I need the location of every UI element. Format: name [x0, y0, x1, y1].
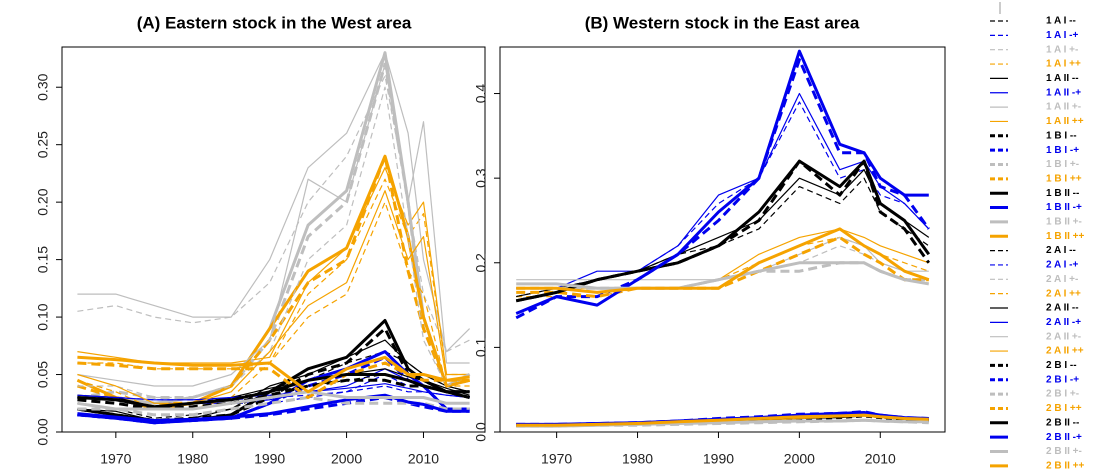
- legend-label: 2 B I ++: [1046, 403, 1082, 414]
- series-line: [516, 261, 930, 290]
- series-line: [516, 227, 930, 294]
- x-tick-label: 2010: [408, 451, 439, 467]
- y-tick-label: 0.20: [35, 188, 51, 215]
- y-tick-label: 0.0: [473, 422, 489, 442]
- legend-label: 1 A I --: [1046, 16, 1076, 27]
- x-tick-label: 1980: [622, 451, 653, 467]
- series-line: [516, 245, 929, 289]
- x-tick-label: 2000: [784, 451, 815, 467]
- y-tick-label: 0.00: [35, 418, 51, 445]
- legend-label: 2 A I +-: [1046, 274, 1078, 285]
- series-line: [77, 178, 470, 376]
- chart-title: (B) Western stock in the East area: [585, 13, 860, 32]
- y-tick-label: 0.10: [35, 303, 51, 330]
- legend-label: 1 B II --: [1046, 188, 1079, 199]
- chart-title: (A) Eastern stock in the West area: [137, 13, 412, 32]
- series-line: [516, 235, 929, 299]
- series-line: [77, 63, 470, 387]
- legend-label: 2 A I -+: [1046, 260, 1078, 271]
- x-tick-label: 2010: [865, 451, 896, 467]
- legend-label: 1 B I -+: [1046, 145, 1079, 156]
- legend-label: 2 A II +-: [1046, 331, 1081, 342]
- legend-label: 1 B I +-: [1046, 159, 1079, 170]
- legend-label: 2 B I -+: [1046, 374, 1079, 385]
- series-line: [516, 92, 930, 289]
- y-tick-label: 0.4: [473, 84, 489, 104]
- legend-label: 2 B I +-: [1046, 389, 1079, 400]
- y-tick-label: 0.1: [473, 337, 489, 357]
- series-line: [516, 101, 930, 289]
- series-line: [515, 159, 931, 303]
- legend-label: 1 A I -+: [1046, 30, 1078, 41]
- legend-label: 2 B II +-: [1046, 446, 1082, 457]
- series-line: [77, 361, 470, 399]
- series-line: [77, 385, 470, 401]
- y-tick-label: 0.25: [35, 131, 51, 158]
- series-line: [77, 167, 470, 376]
- x-tick-label: 2000: [331, 451, 362, 467]
- legend-label: 1 A I +-: [1046, 44, 1078, 55]
- y-tick-label: 0.3: [473, 168, 489, 188]
- y-tick-label: 0.15: [35, 246, 51, 273]
- legend-label: 2 B II ++: [1046, 460, 1085, 471]
- series-line: [77, 52, 471, 353]
- legend-label: 2 B I --: [1046, 360, 1077, 371]
- legend-label: 1 A II -+: [1046, 87, 1081, 98]
- legend-label: 1 B II +-: [1046, 217, 1082, 228]
- legend-label: 2 A II --: [1046, 303, 1079, 314]
- x-tick-label: 1990: [703, 451, 734, 467]
- legend-label: 1 A II ++: [1046, 116, 1084, 127]
- x-tick-label: 1990: [254, 451, 285, 467]
- legend-label: 1 A II +-: [1046, 102, 1081, 113]
- legend-label: 2 A I --: [1046, 245, 1076, 256]
- y-tick-label: 0.30: [35, 73, 51, 100]
- legend-label: 1 A II --: [1046, 73, 1079, 84]
- legend-label: 1 B II ++: [1046, 231, 1085, 242]
- legend-label: 1 B I --: [1046, 130, 1077, 141]
- series-line: [77, 393, 470, 422]
- legend-label: 2 A II ++: [1046, 346, 1084, 357]
- y-tick-label: 0.05: [35, 361, 51, 388]
- legend-label: 1 B II -+: [1046, 202, 1082, 213]
- plot-frame: [499, 46, 946, 433]
- plot-frame: [61, 46, 486, 433]
- series-line: [76, 154, 470, 405]
- legend-label: 2 A II -+: [1046, 317, 1081, 328]
- series-line: [516, 413, 929, 427]
- series-line: [515, 159, 931, 303]
- legend-label: 2 B II --: [1046, 417, 1079, 428]
- x-tick-label: 1970: [541, 451, 572, 467]
- x-tick-label: 1980: [177, 451, 208, 467]
- series-line: [515, 49, 929, 315]
- legend-label: 1 A I ++: [1046, 59, 1081, 70]
- series-line: [77, 355, 470, 394]
- series-line: [77, 373, 470, 409]
- x-tick-label: 1970: [100, 451, 131, 467]
- legend-label: 1 B I ++: [1046, 173, 1082, 184]
- y-tick-label: 0.2: [473, 253, 489, 273]
- series-line: [77, 190, 470, 404]
- legend-label: 2 B II -+: [1046, 432, 1082, 443]
- legend-label: 2 A I ++: [1046, 288, 1081, 299]
